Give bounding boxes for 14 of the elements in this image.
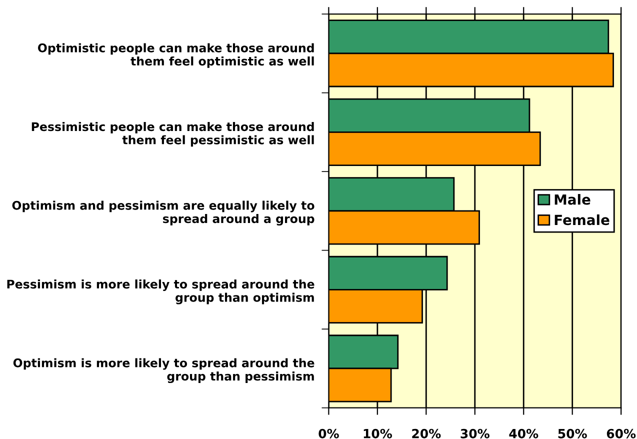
- x-tick-label: 50%: [558, 428, 587, 438]
- y-tick-label: Pessimism is more likely to spread around the group than optimism: [7, 279, 314, 304]
- y-tick-label: Optimism is more likely to spread around the group than pessimism: [13, 358, 314, 384]
- x-tick-label: 20%: [412, 428, 441, 438]
- y-tick-label: Optimism and pessimism are equally likely to spread around a group: [12, 200, 314, 226]
- legend-label: Female: [554, 214, 610, 226]
- y-tick-label: Optimistic people can make those around them feel optimistic as well: [38, 43, 314, 68]
- x-tick-label: 40%: [509, 428, 538, 438]
- legend-label: Male: [554, 194, 590, 205]
- x-tick-label: 60%: [606, 428, 636, 438]
- x-tick-label: 0%: [318, 428, 339, 438]
- x-tick-label: 10%: [364, 428, 392, 438]
- y-tick-label: Pessimistic people can make those around them feel pessimistic as well: [32, 122, 314, 147]
- x-tick-label: 30%: [460, 428, 490, 438]
